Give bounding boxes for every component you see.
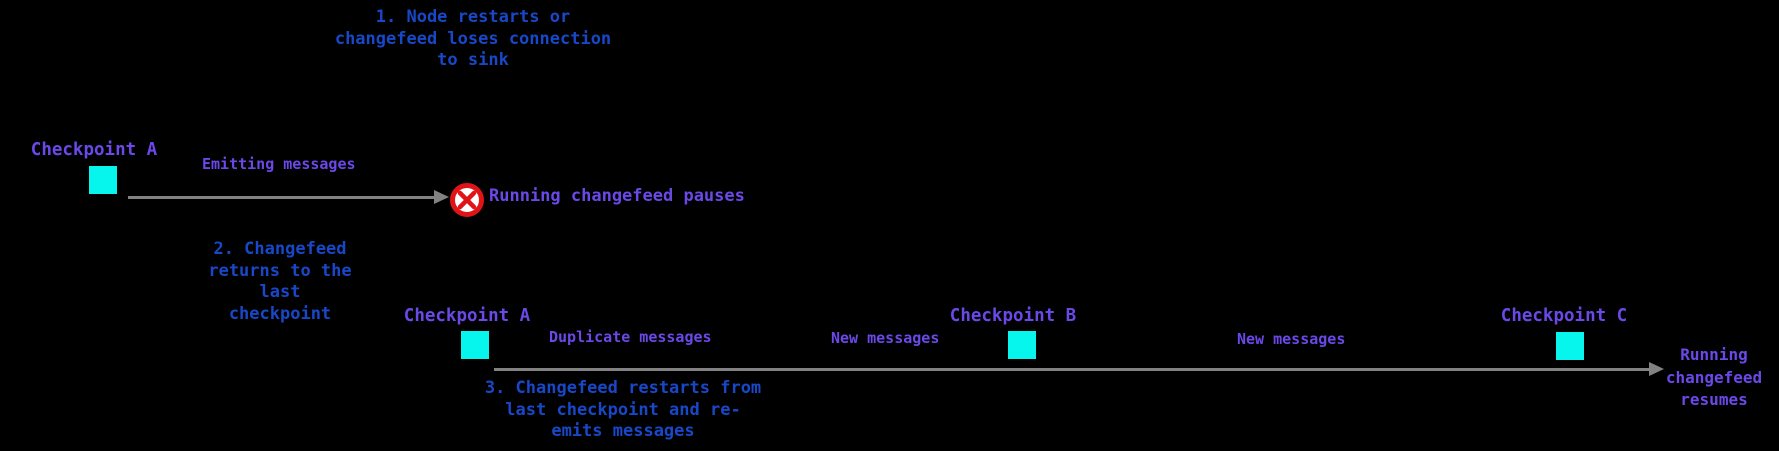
- checkpoint-b-marker: [1008, 331, 1036, 359]
- step3-line3: emits messages: [551, 421, 695, 441]
- step3-line2: last checkpoint and re-: [505, 399, 741, 420]
- resume-line1: Running: [1680, 345, 1748, 364]
- resume-arrow-head: [1649, 362, 1664, 376]
- circle-x-icon: [450, 183, 484, 217]
- pause-label: Running changefeed pauses: [489, 186, 745, 206]
- emitting-messages-label: Emitting messages: [202, 155, 356, 173]
- step1-line2: changefeed loses connection: [334, 28, 612, 49]
- duplicate-messages-label: Duplicate messages: [549, 328, 712, 346]
- step3-line1: 3. Changefeed restarts from: [484, 378, 762, 398]
- step1-line1: 1. Node restarts or: [375, 7, 571, 27]
- step2-line1: 2. Changefeed: [213, 239, 347, 259]
- step2-line3: last: [259, 282, 301, 302]
- resume-label: Running changefeed resumes: [1649, 344, 1779, 412]
- emit-arrow-head: [434, 190, 449, 204]
- step2-line2: returns to the: [208, 260, 352, 281]
- step1-line3: to sink: [437, 50, 509, 70]
- resume-line3: resumes: [1680, 390, 1748, 409]
- checkpoint-b-label: Checkpoint B: [949, 306, 1077, 326]
- checkpoint-a-label-top: Checkpoint A: [30, 140, 158, 160]
- checkpoint-a-marker-bottom: [461, 331, 489, 359]
- checkpoint-a-marker-top: [89, 166, 117, 194]
- step1-annotation: 1. Node restarts or changefeed loses con…: [303, 7, 643, 72]
- step2-line4: checkpoint: [228, 303, 332, 324]
- checkpoint-c-label: Checkpoint C: [1500, 306, 1628, 326]
- step3-annotation: 3. Changefeed restarts from last checkpo…: [453, 378, 793, 443]
- resume-line2: changefeed: [1665, 367, 1763, 387]
- resume-timeline-line: [494, 368, 1650, 371]
- new-messages-label-1: New messages: [831, 329, 940, 347]
- checkpoint-c-marker: [1556, 332, 1584, 360]
- checkpoint-a-label-bottom: Checkpoint A: [403, 306, 531, 326]
- new-messages-label-2: New messages: [1237, 330, 1346, 348]
- emit-arrow-line: [128, 196, 435, 199]
- step2-annotation: 2. Changefeed returns to the last checkp…: [160, 239, 400, 325]
